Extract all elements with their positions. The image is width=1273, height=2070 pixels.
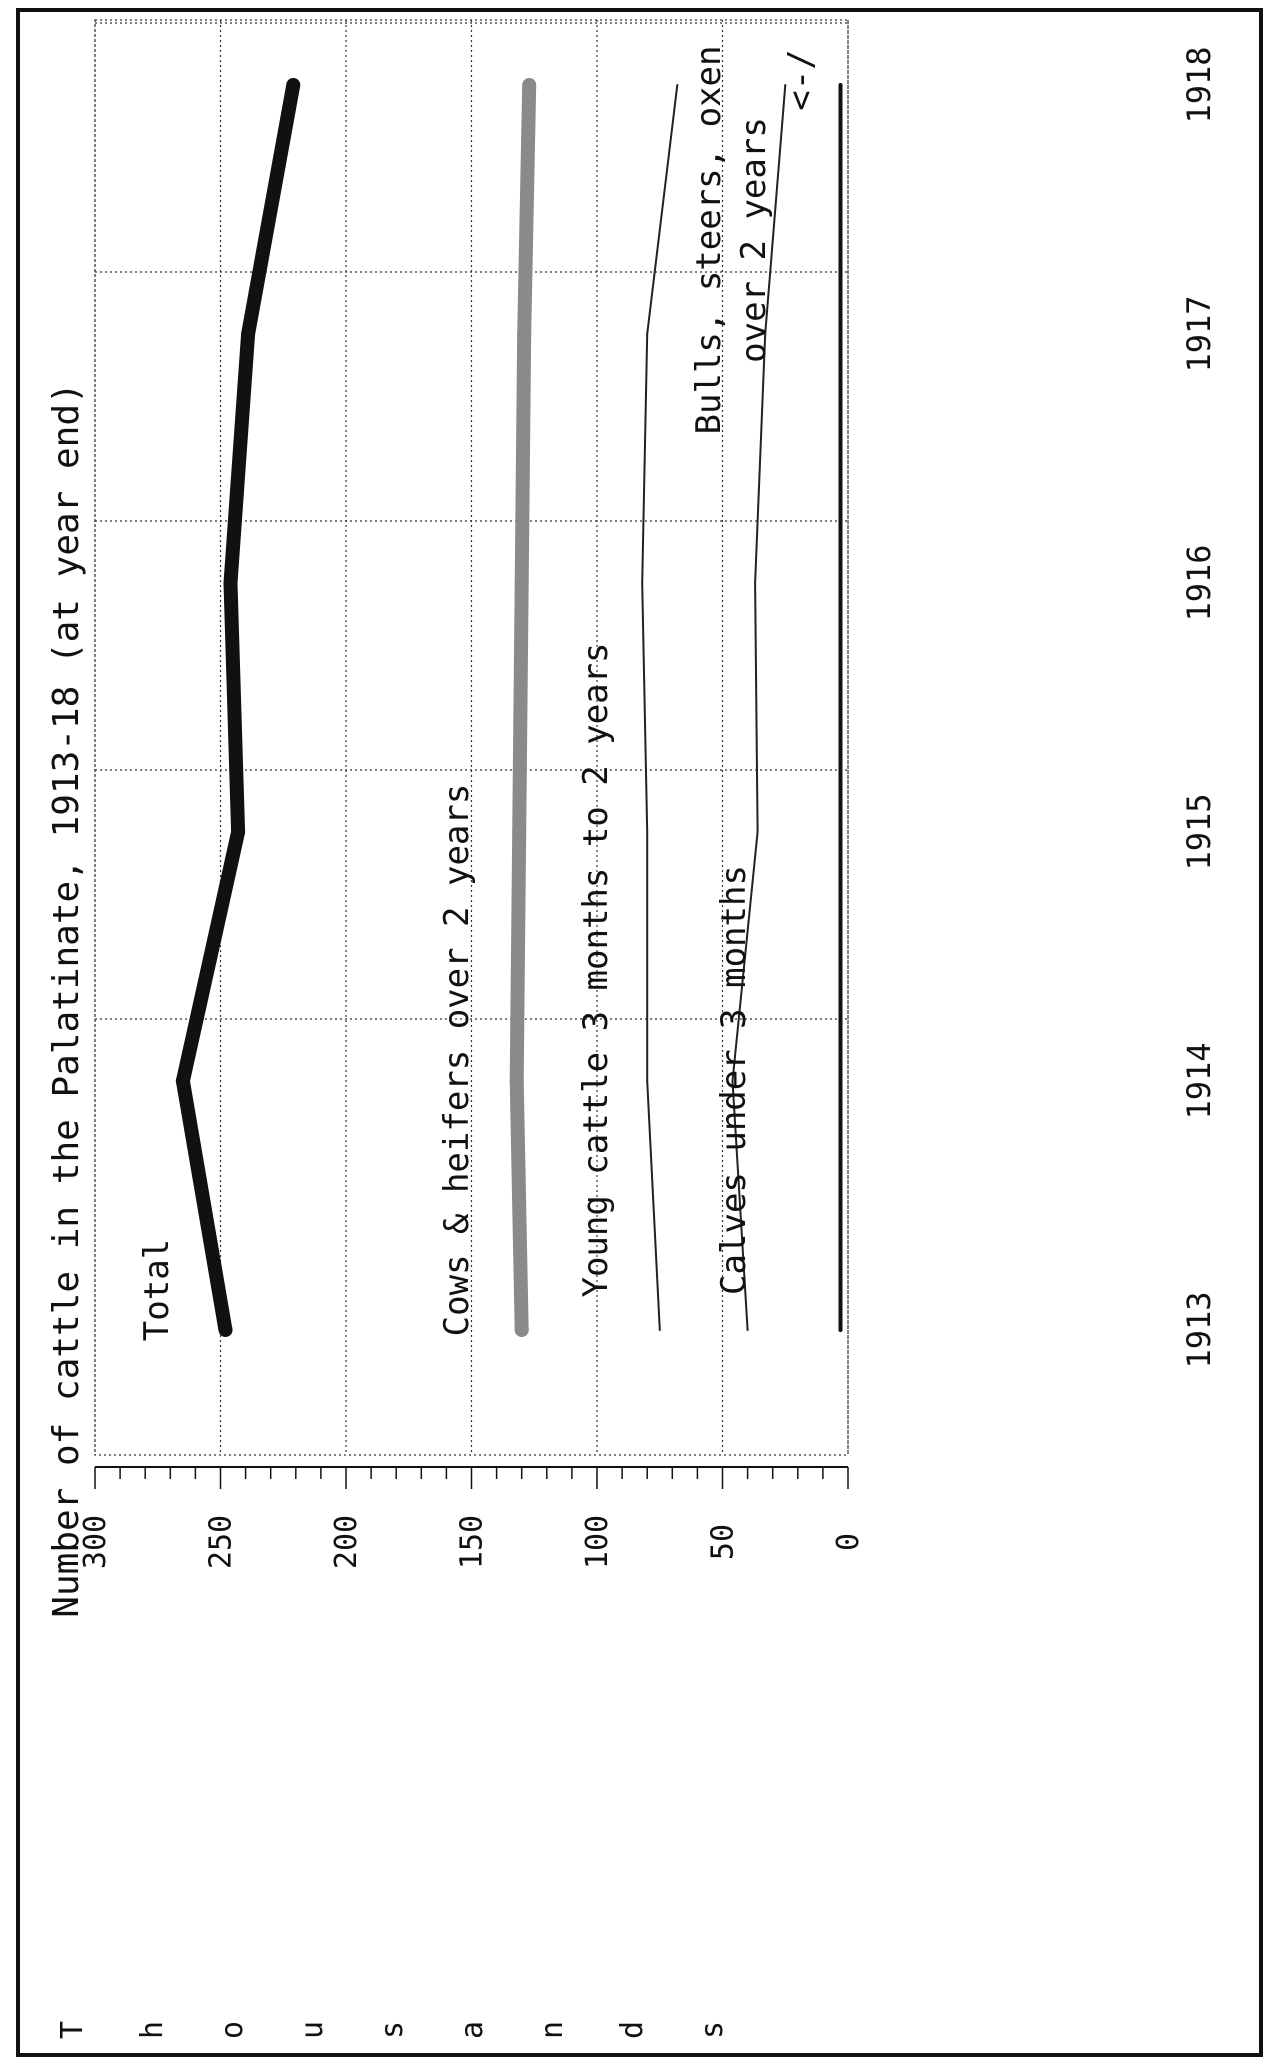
series-annotation: Bulls, steers, oxen bbox=[689, 46, 729, 435]
total-series-line bbox=[175, 83, 301, 1332]
series-point bbox=[218, 1323, 233, 1337]
y-tick-label: 150 bbox=[455, 1515, 490, 1569]
y-label-letter: s bbox=[695, 2021, 730, 2039]
series-point bbox=[764, 333, 767, 335]
y-label-letter: T bbox=[55, 2021, 90, 2039]
series-layer bbox=[175, 78, 843, 1337]
series-point bbox=[223, 576, 238, 590]
y-tick-label: 250 bbox=[204, 1515, 239, 1569]
series-point bbox=[731, 1080, 734, 1082]
series-point bbox=[241, 327, 256, 341]
y-tick-label: 300 bbox=[78, 1515, 113, 1569]
y-label-letter: u bbox=[295, 2021, 330, 2039]
series-point bbox=[646, 333, 649, 335]
series-point bbox=[754, 582, 757, 584]
x-tick-label: 1913 bbox=[1180, 1291, 1218, 1368]
series-point bbox=[231, 825, 246, 839]
series-annotation: <-/ bbox=[781, 49, 821, 110]
y-label-letter: o bbox=[215, 2021, 250, 2039]
y-tick-label: 200 bbox=[329, 1515, 364, 1569]
series-annotation: Young cattle 3 months to 2 years bbox=[576, 642, 616, 1297]
y-label-letter: h bbox=[135, 2021, 170, 2039]
text-layer: 0 50 100 150 200 250 300 T h o u s a n d s 1913 1914 1915 1… bbox=[46, 46, 1218, 2040]
series-annotation: over 2 years bbox=[734, 117, 774, 363]
series-point bbox=[517, 327, 532, 341]
x-tick-label: 1916 bbox=[1180, 544, 1218, 621]
series-point bbox=[641, 582, 644, 584]
series-point bbox=[746, 1329, 749, 1331]
series-point bbox=[509, 1074, 524, 1088]
series-point bbox=[175, 1074, 190, 1088]
y-label-letter: a bbox=[455, 2021, 490, 2039]
y-tick-label: 50 bbox=[706, 1524, 741, 1560]
series-point bbox=[646, 1080, 649, 1082]
series-point bbox=[838, 1328, 843, 1332]
series-point bbox=[658, 1329, 661, 1331]
y-tick-label: 0 bbox=[831, 1533, 866, 1551]
series-point bbox=[514, 1323, 529, 1337]
x-tick-label: 1915 bbox=[1180, 793, 1218, 870]
y-label-letter: d bbox=[615, 2021, 650, 2039]
y-label-letter: n bbox=[535, 2021, 570, 2039]
series-point bbox=[838, 830, 843, 834]
series-point bbox=[784, 84, 787, 86]
x-tick-label: 1914 bbox=[1180, 1042, 1218, 1119]
series-annotation: Total bbox=[137, 1239, 177, 1341]
series-point bbox=[514, 576, 529, 590]
y-label-letter: s bbox=[375, 2021, 410, 2039]
series-annotation: Calves under 3 months bbox=[714, 865, 754, 1295]
cows-series-line bbox=[509, 84, 537, 1331]
axis-layer bbox=[94, 1466, 849, 1489]
series-point bbox=[838, 83, 843, 87]
chart-title: Number of cattle in the Palatinate, 1913… bbox=[46, 382, 87, 1617]
x-tick-label: 1917 bbox=[1180, 295, 1218, 372]
series-point bbox=[676, 84, 679, 86]
series-point bbox=[756, 831, 759, 833]
series-point bbox=[838, 332, 843, 336]
series-point bbox=[646, 831, 649, 833]
x-tick-label: 1918 bbox=[1180, 46, 1218, 123]
series-point bbox=[512, 825, 527, 839]
series-point bbox=[838, 1079, 843, 1083]
series-point bbox=[286, 78, 301, 92]
series-point bbox=[522, 78, 537, 92]
series-point bbox=[838, 581, 843, 585]
thin-series-line bbox=[731, 84, 787, 1331]
outer-border bbox=[16, 8, 1263, 2057]
y-tick-label: 100 bbox=[580, 1515, 615, 1569]
grid-layer bbox=[94, 19, 849, 1456]
series-annotation: Cows & heifers over 2 years bbox=[437, 784, 477, 1337]
thin-series-line bbox=[641, 84, 679, 1331]
